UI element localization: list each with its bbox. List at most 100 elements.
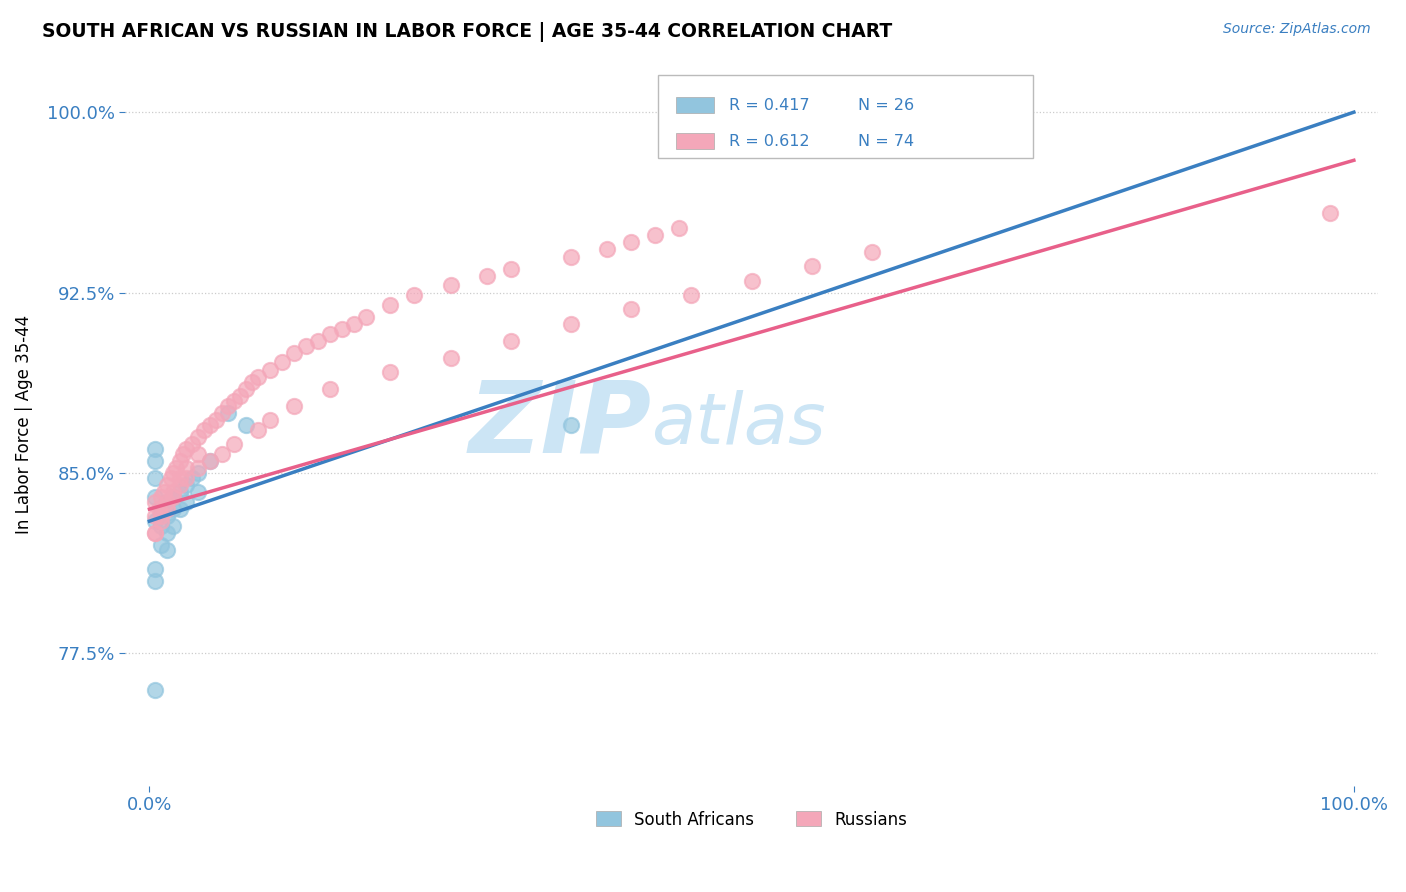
Point <box>187 461 209 475</box>
Point <box>198 454 221 468</box>
Point <box>187 466 209 480</box>
Point <box>172 447 194 461</box>
Y-axis label: In Labor Force | Age 35-44: In Labor Force | Age 35-44 <box>15 316 32 534</box>
Point <box>145 442 167 456</box>
Point <box>307 334 329 348</box>
Point <box>156 502 179 516</box>
Point <box>343 317 366 331</box>
Point <box>860 244 883 259</box>
Point <box>162 519 184 533</box>
Point <box>145 526 167 541</box>
Point <box>169 485 191 500</box>
Point <box>187 447 209 461</box>
Point <box>330 321 353 335</box>
Point <box>259 413 281 427</box>
Point <box>148 502 170 516</box>
Point <box>162 490 184 504</box>
Point <box>156 509 179 524</box>
Text: atlas: atlas <box>651 391 827 459</box>
Point <box>169 478 191 492</box>
Point <box>681 288 703 302</box>
Point <box>560 250 582 264</box>
Point <box>150 502 173 516</box>
Point <box>145 471 167 485</box>
Point <box>145 514 167 528</box>
Point <box>150 514 173 528</box>
Point <box>156 526 179 541</box>
Text: R = 0.417: R = 0.417 <box>730 97 810 112</box>
Point <box>1319 206 1341 220</box>
Point <box>620 302 643 317</box>
Point <box>235 382 257 396</box>
Point <box>169 454 191 468</box>
FancyBboxPatch shape <box>658 75 1033 158</box>
Point <box>150 519 173 533</box>
Point <box>235 417 257 432</box>
Point <box>174 478 197 492</box>
Point <box>319 326 342 341</box>
Point <box>380 365 402 379</box>
Point <box>145 495 167 509</box>
Point <box>145 682 167 697</box>
Point <box>169 502 191 516</box>
Point <box>145 490 167 504</box>
Point <box>150 509 173 524</box>
Point <box>162 490 184 504</box>
Point <box>270 355 292 369</box>
Point <box>499 334 522 348</box>
Point <box>145 454 167 468</box>
Point <box>741 274 763 288</box>
Point <box>222 393 245 408</box>
Point <box>145 562 167 576</box>
Point <box>560 417 582 432</box>
Text: N = 26: N = 26 <box>858 97 914 112</box>
Bar <box>676 133 714 149</box>
Point <box>198 417 221 432</box>
Text: SOUTH AFRICAN VS RUSSIAN IN LABOR FORCE | AGE 35-44 CORRELATION CHART: SOUTH AFRICAN VS RUSSIAN IN LABOR FORCE … <box>42 22 893 42</box>
Point <box>187 485 209 500</box>
Point <box>295 338 318 352</box>
Point <box>162 485 184 500</box>
Point <box>204 413 226 427</box>
Point <box>800 259 823 273</box>
Legend: South Africans, Russians: South Africans, Russians <box>589 804 914 835</box>
Point <box>174 461 197 475</box>
Point <box>180 471 202 485</box>
Point <box>160 471 183 485</box>
Point <box>439 351 461 365</box>
Point <box>150 490 173 504</box>
Point <box>499 261 522 276</box>
Point <box>162 466 184 480</box>
Point <box>156 543 179 558</box>
Point <box>620 235 643 249</box>
Point <box>211 406 233 420</box>
Text: Source: ZipAtlas.com: Source: ZipAtlas.com <box>1223 22 1371 37</box>
Point <box>174 442 197 456</box>
Point <box>475 268 498 283</box>
Point <box>211 447 233 461</box>
Point <box>174 471 197 485</box>
Point <box>354 310 377 324</box>
Point <box>153 485 176 500</box>
Point <box>404 288 426 302</box>
Point <box>145 509 167 524</box>
Point <box>156 495 179 509</box>
Text: ZIP: ZIP <box>468 376 651 474</box>
Point <box>283 399 305 413</box>
Point <box>217 399 239 413</box>
Point <box>246 423 269 437</box>
Point <box>246 369 269 384</box>
Point <box>193 423 215 437</box>
Point <box>222 437 245 451</box>
Text: N = 74: N = 74 <box>858 134 914 148</box>
Point <box>380 298 402 312</box>
Point <box>156 495 179 509</box>
Point <box>560 317 582 331</box>
Point <box>162 502 184 516</box>
Point <box>229 389 252 403</box>
Point <box>174 495 197 509</box>
Point <box>217 406 239 420</box>
Point <box>150 538 173 552</box>
Point <box>240 375 263 389</box>
Point <box>145 574 167 589</box>
